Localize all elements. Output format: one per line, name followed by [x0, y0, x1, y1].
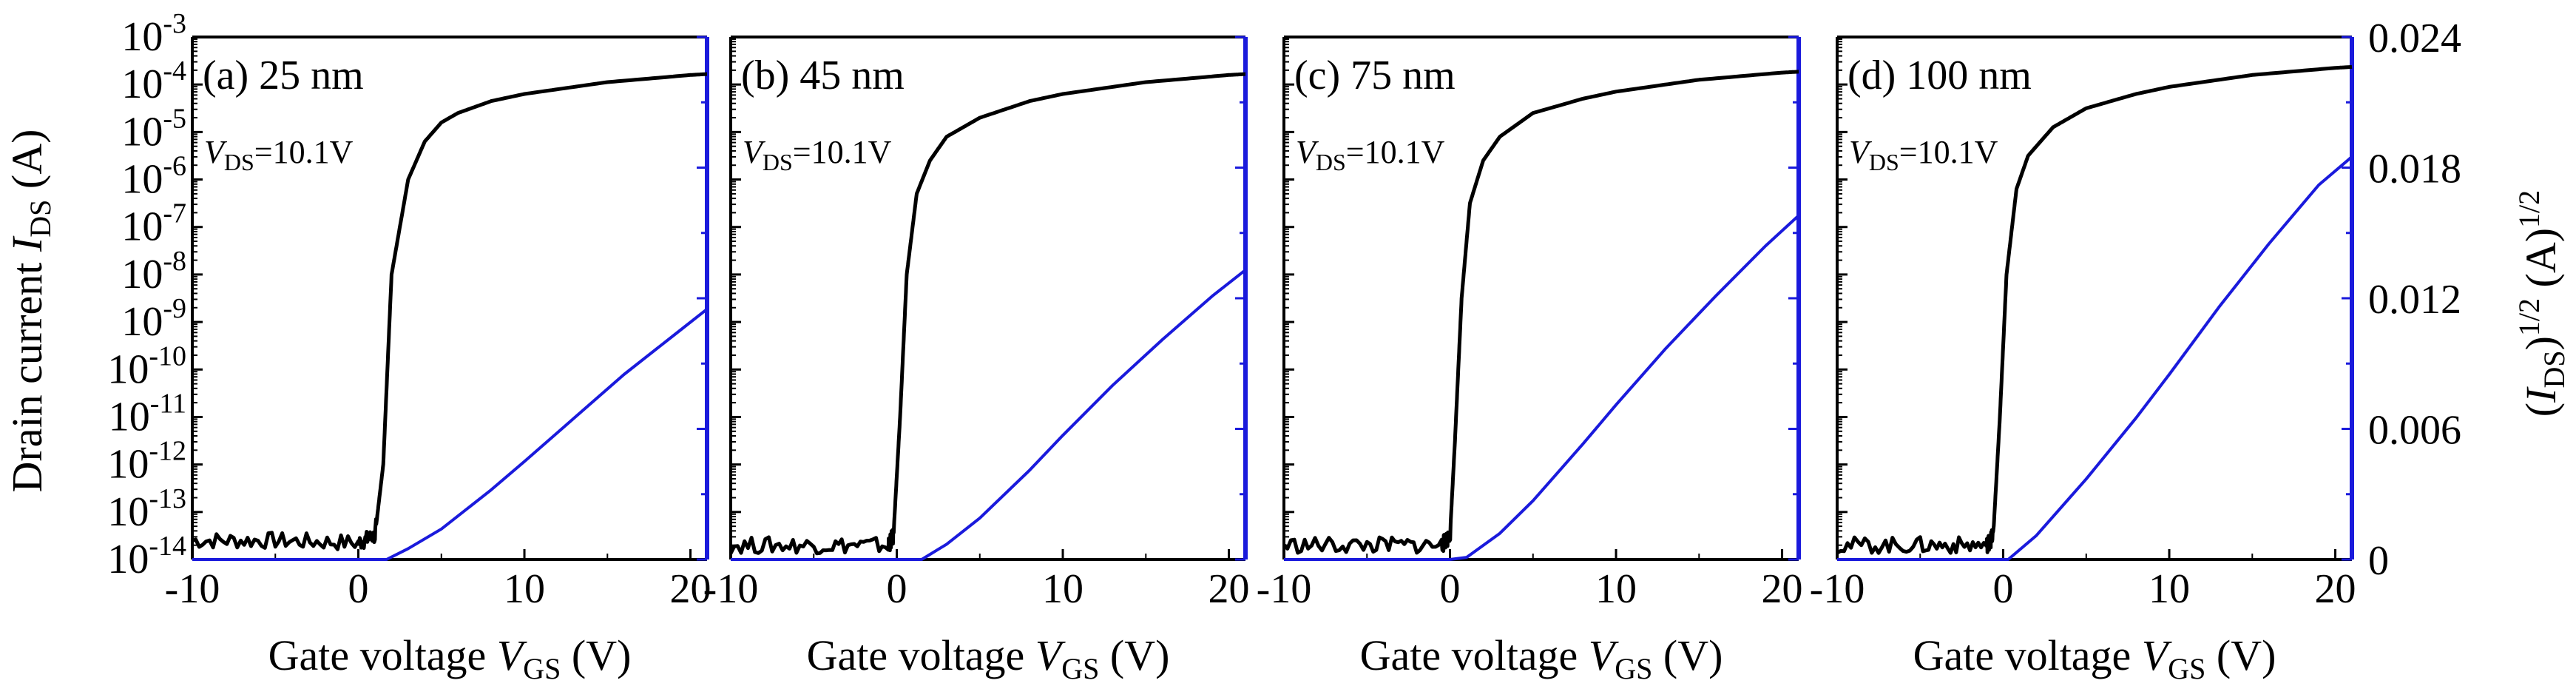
x-tick-label: 10	[2149, 566, 2190, 612]
series-sqrt-current	[731, 269, 1247, 561]
x-axis-title: Gate voltage VGS (V)	[807, 631, 1170, 685]
panel-c: -10 0 10 20 Gate voltage VGS (V) (c) 75 nm VDS…	[1257, 36, 1803, 685]
y-left-tick-label: 10-9	[121, 293, 186, 345]
y-left-tick-label: 10-3	[121, 8, 186, 60]
panel-b: -10 0 10 20 Gate voltage VGS (V) (b) 45 nm VDS…	[703, 36, 1250, 685]
y-left-tick-label: 10-11	[109, 388, 186, 440]
y-right-tick-label: 0.018	[2368, 147, 2461, 192]
x-tick-label: 20	[670, 566, 711, 612]
series-log-current	[728, 72, 1247, 556]
vds-annotation: VDS=10.1V	[204, 134, 354, 175]
x-tick-label: 20	[1762, 566, 1803, 612]
y-left-tick-label: 10-7	[121, 198, 186, 250]
x-tick-label: 0	[348, 566, 369, 612]
x-axis-title: Gate voltage VGS (V)	[1913, 631, 2276, 685]
x-tick-label: 10	[504, 566, 545, 612]
x-tick-label: 20	[1208, 566, 1250, 612]
panel-title: (a) 25 nm	[203, 53, 364, 98]
y-left-tick-label: 10-6	[121, 151, 186, 203]
y-left-tick-label: 10-13	[107, 483, 186, 535]
panel-title: (c) 75 nm	[1294, 53, 1456, 98]
y-left-tick-label: 10-5	[121, 103, 186, 155]
panel-title: (d) 100 nm	[1848, 53, 2032, 98]
y-right-tick-label: 0.024	[2368, 16, 2461, 61]
vds-annotation: VDS=10.1V	[743, 134, 892, 175]
series-log-current	[1282, 70, 1800, 555]
y-right-tick-label: 0	[2368, 538, 2389, 584]
y-left-tick-label: 10-12	[107, 436, 186, 488]
x-tick-label: -10	[703, 566, 759, 612]
y-left-tick-label: 10-4	[121, 56, 186, 107]
x-tick-label: 20	[2315, 566, 2356, 612]
x-tick-label: 0	[887, 566, 907, 612]
x-tick-label: 0	[1440, 566, 1461, 612]
series-sqrt-current	[1837, 155, 2353, 561]
y-left-tick-label: 10-10	[107, 340, 186, 392]
x-axis-title: Gate voltage VGS (V)	[268, 631, 632, 685]
x-tick-label: -10	[1810, 566, 1865, 612]
series-log-current	[192, 72, 709, 551]
y-right-tick-label: 0.006	[2368, 408, 2461, 454]
panel-a: -10 0 10 20 Gate voltage VGS (V) 10-310-410-5…	[107, 8, 711, 685]
y-left-tick-label: 10-14	[107, 531, 186, 582]
series-sqrt-current	[192, 308, 709, 561]
series-sqrt-current	[1284, 214, 1800, 561]
x-tick-label: 10	[1042, 566, 1084, 612]
x-tick-label: 0	[1993, 566, 2014, 612]
panel-title: (b) 45 nm	[741, 53, 905, 98]
x-axis-title: Gate voltage VGS (V)	[1360, 631, 1723, 685]
vds-annotation: VDS=10.1V	[1849, 134, 1998, 175]
panel-d: -10 0 10 20 Gate voltage VGS (V) 0.024 0.018 0.…	[1810, 16, 2461, 685]
y-axis-left-title: Drain current IDS (A)	[3, 130, 57, 493]
y-axis-right-title: (IDS)1/2 (A)1/2	[2512, 190, 2571, 417]
x-tick-label: -10	[1257, 566, 1312, 612]
y-left-tick-label: 10-8	[121, 246, 186, 298]
x-tick-label: -10	[165, 566, 220, 612]
y-right-tick-label: 0.012	[2368, 277, 2461, 323]
vds-annotation: VDS=10.1V	[1296, 134, 1445, 175]
x-tick-label: 10	[1595, 566, 1637, 612]
series-log-current	[1836, 64, 2353, 555]
